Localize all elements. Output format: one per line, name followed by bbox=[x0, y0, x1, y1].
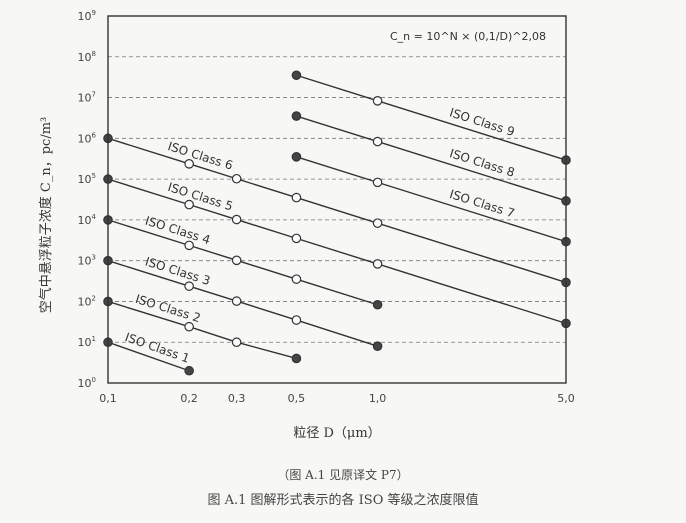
data-point-open bbox=[184, 281, 194, 291]
x-tick-label: 5,0 bbox=[557, 392, 575, 405]
data-point-open bbox=[372, 136, 383, 147]
data-point-open bbox=[231, 214, 242, 225]
data-point-open bbox=[184, 321, 194, 332]
data-point-filled bbox=[291, 152, 302, 162]
y-tick-label: 107 bbox=[78, 91, 96, 105]
x-tick-label: 0,2 bbox=[180, 392, 198, 405]
series-line bbox=[107, 300, 297, 360]
figure-caption-title: 图 A.1 图解形式表示的各 ISO 等级之浓度限值 bbox=[207, 493, 479, 508]
data-point-open bbox=[372, 96, 383, 106]
data-point-filled bbox=[184, 365, 194, 376]
data-point-open bbox=[231, 337, 242, 348]
data-point-filled bbox=[372, 341, 383, 351]
y-tick-label: 102 bbox=[78, 294, 96, 308]
series-line bbox=[296, 156, 567, 243]
y-tick-label: 101 bbox=[78, 335, 96, 349]
series-line bbox=[107, 137, 567, 284]
data-point-open bbox=[231, 255, 242, 266]
series-line bbox=[107, 178, 567, 325]
data-point-open bbox=[231, 296, 242, 306]
x-axis-title: 粒径 D（μm） bbox=[293, 426, 380, 441]
x-tick-label: 1,0 bbox=[369, 392, 387, 405]
data-point-open bbox=[184, 199, 194, 210]
formula-label: C_n = 10^N × (0,1/D)^2,08 bbox=[390, 30, 546, 43]
y-tick-label: 108 bbox=[78, 50, 96, 64]
y-axis-title: 空气中悬浮粒子浓度 C_n，pc/m³ bbox=[38, 117, 54, 313]
data-point-filled bbox=[291, 353, 302, 364]
figure-caption-reference: （图 A.1 见原译文 P7） bbox=[277, 468, 409, 482]
data-point-open bbox=[372, 177, 383, 188]
series-line bbox=[296, 74, 567, 161]
data-point-filled bbox=[291, 111, 302, 121]
data-point-open bbox=[231, 173, 242, 184]
x-tick-label: 0,3 bbox=[228, 392, 246, 405]
y-tick-label: 103 bbox=[78, 254, 96, 268]
plot-frame bbox=[107, 15, 567, 384]
data-point-open bbox=[291, 274, 302, 284]
data-point-filled bbox=[291, 70, 302, 81]
data-point-open bbox=[184, 159, 194, 169]
y-tick-label: 100 bbox=[78, 376, 96, 390]
x-tick-label: 0,5 bbox=[288, 392, 306, 405]
x-tick-label: 0,1 bbox=[99, 392, 117, 405]
series-line bbox=[107, 341, 190, 372]
y-tick-label: 104 bbox=[78, 213, 97, 227]
series-line bbox=[296, 115, 567, 202]
data-point-filled bbox=[372, 299, 383, 310]
y-tick-label: 109 bbox=[78, 9, 96, 23]
data-point-open bbox=[291, 315, 302, 325]
data-point-open bbox=[372, 218, 383, 228]
series-label: ISO Class 1 bbox=[123, 330, 191, 366]
y-tick-label: 105 bbox=[78, 172, 96, 186]
data-point-open bbox=[372, 259, 383, 269]
data-point-open bbox=[184, 240, 194, 251]
data-point-open bbox=[291, 192, 302, 203]
y-tick-label: 106 bbox=[78, 131, 97, 145]
data-point-open bbox=[291, 233, 302, 244]
